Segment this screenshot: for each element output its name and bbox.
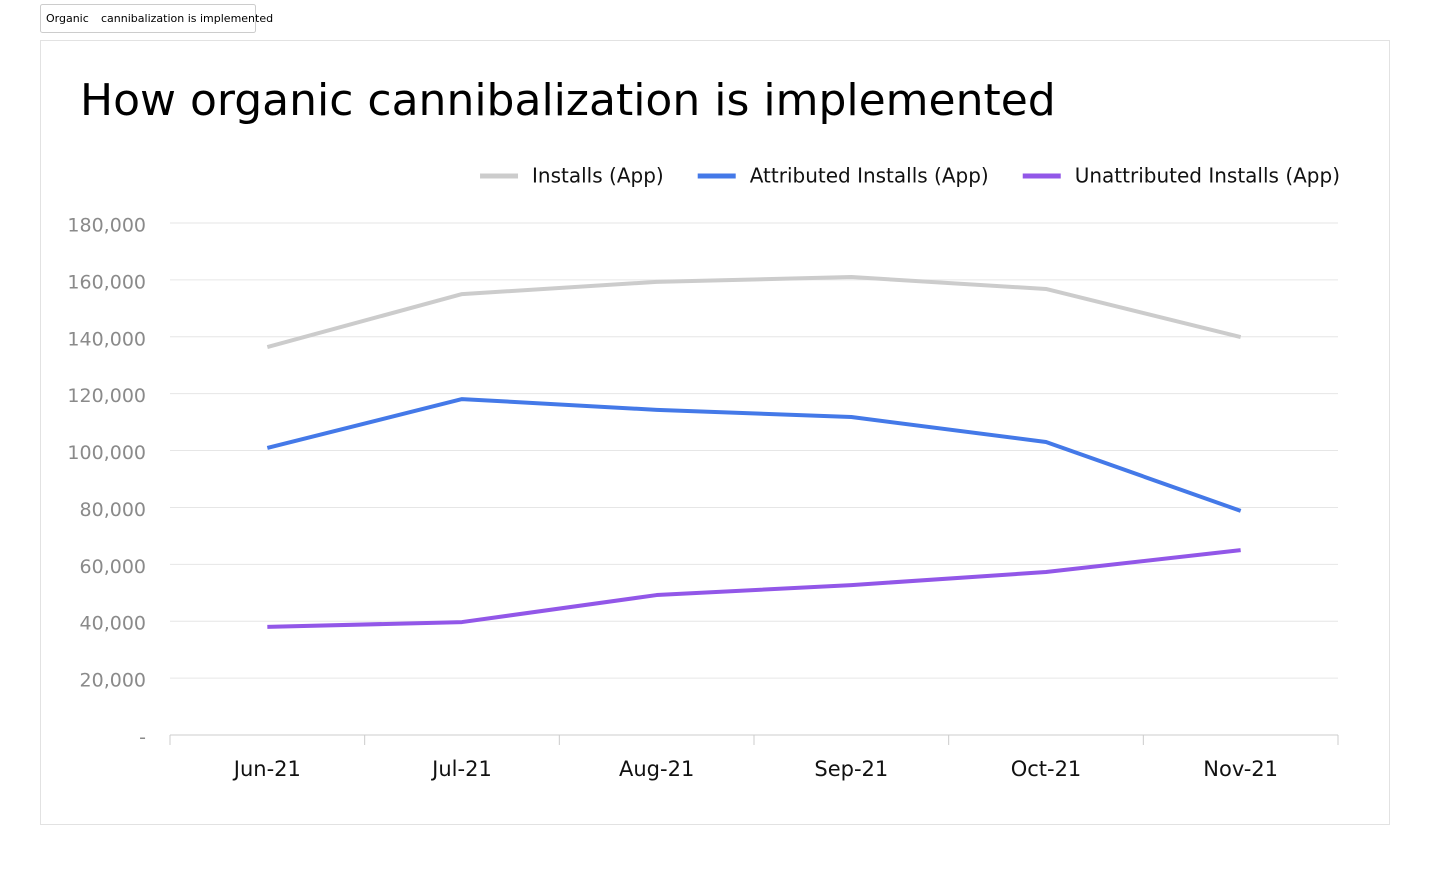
x-tick-label: Jun-21 bbox=[232, 757, 301, 781]
legend-label: Unattributed Installs (App) bbox=[1075, 164, 1340, 188]
series-line bbox=[266, 275, 1242, 349]
x-tick-label: Oct-21 bbox=[1011, 757, 1082, 781]
series-line bbox=[267, 548, 1241, 629]
tab[interactable] bbox=[40, 4, 256, 33]
card bbox=[40, 40, 1390, 825]
y-tick-label: 100,000 bbox=[67, 442, 146, 464]
legend-label: Attributed Installs (App) bbox=[750, 164, 989, 188]
x-tick-label: Nov-21 bbox=[1203, 757, 1278, 781]
y-tick-label: 140,000 bbox=[67, 328, 146, 350]
tab-text: Organic bbox=[46, 12, 89, 25]
y-tick-label: 60,000 bbox=[80, 556, 146, 578]
y-tick-label: 160,000 bbox=[67, 271, 146, 293]
y-tick-label: - bbox=[139, 727, 146, 749]
y-tick-label: 40,000 bbox=[80, 613, 146, 635]
x-tick-label: Jul-21 bbox=[430, 757, 492, 781]
tab-text: cannibalization is implemented bbox=[101, 12, 273, 25]
y-tick-label: 180,000 bbox=[67, 215, 146, 237]
y-tick-label: 20,000 bbox=[80, 670, 146, 692]
x-tick-label: Sep-21 bbox=[814, 757, 888, 781]
legend-label: Installs (App) bbox=[532, 164, 664, 188]
y-tick-label: 80,000 bbox=[80, 499, 146, 521]
y-tick-label: 120,000 bbox=[67, 385, 146, 407]
x-tick-label: Aug-21 bbox=[619, 757, 694, 781]
chart-title: How organic cannibalization is implement… bbox=[80, 75, 1056, 126]
series-line bbox=[266, 397, 1242, 513]
